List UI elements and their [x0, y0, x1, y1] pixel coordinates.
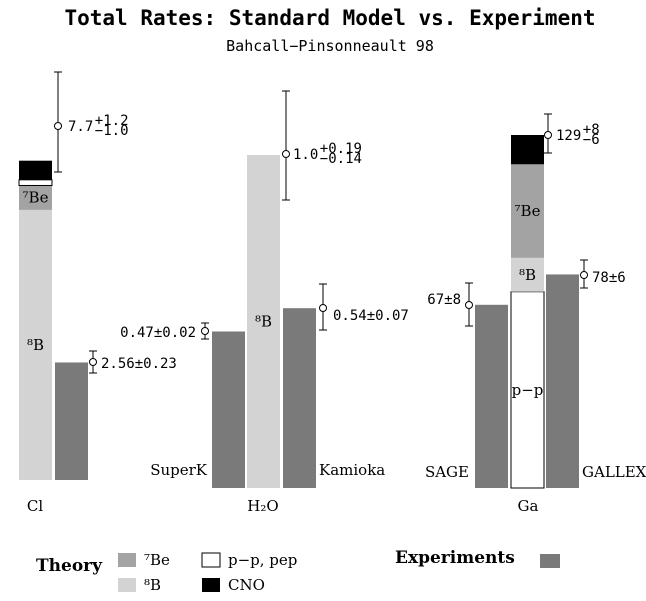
- theory-segment-label: ⁷Be: [23, 189, 49, 207]
- theory-segment-be7: [511, 164, 544, 258]
- theory-segment-b8: [247, 155, 280, 488]
- experiment-bar: [212, 331, 245, 488]
- theory-error-up: +1.2: [95, 113, 129, 129]
- theory-error-bar: [544, 113, 552, 154]
- theory-segment-label: p−p: [512, 381, 544, 399]
- experiment-bar: [55, 362, 88, 480]
- theory-total-value: 129: [556, 128, 581, 144]
- legend-swatch-be7: [118, 553, 136, 567]
- experiment-error-bar: [319, 283, 327, 331]
- experiment-name: SuperK: [150, 461, 208, 479]
- theory-error-bar: [282, 90, 290, 201]
- theory-segment-b8: [511, 257, 544, 292]
- experiment-value: 67±8: [427, 292, 461, 308]
- experiment-name: Kamioka: [319, 461, 385, 479]
- theory-segment-pp: [18, 179, 53, 186]
- chart-title: Total Rates: Standard Model vs. Experime…: [64, 6, 595, 30]
- legend-experiments-title: Experiments: [395, 548, 515, 568]
- experiment-value: 78±6: [592, 270, 626, 286]
- group-label: Ga: [518, 497, 539, 515]
- theory-segment-cno: [19, 160, 52, 180]
- theory-error-bar: [54, 71, 62, 173]
- legend-swatch-experiment: [540, 554, 560, 568]
- legend-item-label: CNO: [228, 576, 265, 594]
- theory-total-value: 7.7: [68, 119, 93, 135]
- legend: Theory Experiments ⁷Be ⁸B p−p, pep CNO: [36, 548, 560, 594]
- group-label: Cl: [27, 497, 43, 515]
- theory-segment-label: ⁷Be: [515, 202, 541, 220]
- theory-error-down: −6: [583, 132, 600, 148]
- legend-swatch-pp: [201, 552, 221, 568]
- theory-total-label: 129: [556, 128, 581, 144]
- experiment-error-bar: [89, 350, 97, 374]
- experiment-value: 2.56±0.23: [101, 356, 177, 372]
- theory-segment-label: ⁸B: [27, 336, 44, 354]
- legend-item-label: ⁸B: [144, 576, 161, 594]
- legend-swatch-b8: [118, 578, 136, 592]
- experiment-bar: [546, 274, 579, 488]
- experiment-bar: [475, 304, 508, 488]
- theory-error-down: −0.14: [320, 151, 362, 167]
- experiment-error-bar: [580, 259, 588, 289]
- experiment-error-bar: [201, 322, 209, 340]
- experiment-value: 0.47±0.02: [120, 325, 196, 341]
- experiment-error-bar: [465, 282, 473, 327]
- theory-segment-b8: [19, 209, 52, 480]
- theory-total-label: 7.7: [68, 119, 93, 135]
- legend-swatch-cno: [202, 578, 220, 592]
- experiment-bar: [283, 308, 316, 488]
- legend-item-label: ⁷Be: [144, 551, 170, 569]
- group-label: H₂O: [247, 497, 278, 515]
- theory-error-up: +8: [583, 122, 600, 138]
- theory-total-value: 1.0: [293, 147, 318, 163]
- experiment-value: 0.54±0.07: [333, 308, 409, 324]
- chart-subtitle: Bahcall−Pinsonneault 98: [226, 37, 434, 55]
- experiment-name: SAGE: [425, 463, 469, 481]
- theory-segment-label: ⁸B: [255, 313, 272, 331]
- bars-layer: ⁸B ⁷Be Cl ⁸B H₂O p−p ⁸B ⁷Be Ga 7.7 +1.2−1.0 2.56±0.…: [18, 71, 646, 515]
- legend-theory-title: Theory: [36, 556, 103, 576]
- experiment-name: GALLEX: [582, 463, 646, 481]
- theory-segment-pp: [510, 291, 545, 489]
- theory-segment-cno: [511, 135, 544, 165]
- legend-item-label: p−p, pep: [228, 551, 297, 569]
- theory-error-up: +0.19: [320, 141, 362, 157]
- theory-segment-label: ⁸B: [519, 266, 536, 284]
- theory-total-label: 1.0: [293, 147, 318, 163]
- theory-segment-be7: [19, 185, 52, 210]
- theory-error-down: −1.0: [95, 123, 129, 139]
